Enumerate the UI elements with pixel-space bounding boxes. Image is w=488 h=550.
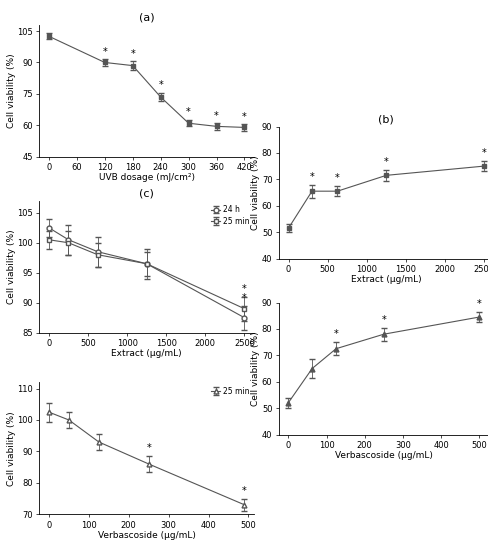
Title: (b): (b) [378,114,393,124]
Text: *: * [186,107,191,118]
Legend: 25 min: 25 min [210,386,250,397]
X-axis label: UVB dosage (mJ/cm²): UVB dosage (mJ/cm²) [99,173,194,183]
Text: *: * [102,47,107,57]
Title: (a): (a) [139,13,154,23]
Text: *: * [309,172,314,182]
Text: *: * [333,329,338,339]
Y-axis label: Cell viability (%): Cell viability (%) [251,155,260,230]
Text: *: * [242,486,246,496]
Text: *: * [242,293,246,303]
Y-axis label: Cell viability (%): Cell viability (%) [7,229,16,304]
Text: *: * [214,111,219,120]
Text: *: * [476,299,481,309]
Text: *: * [334,173,339,183]
Text: *: * [481,148,486,158]
X-axis label: Extract (μg/mL): Extract (μg/mL) [111,349,182,359]
X-axis label: Extract (μg/mL): Extract (μg/mL) [350,275,421,284]
X-axis label: Verbascoside (μg/mL): Verbascoside (μg/mL) [334,451,432,460]
Text: *: * [383,157,388,167]
Text: *: * [242,284,246,294]
Text: *: * [242,112,246,122]
Text: *: * [381,315,386,325]
Title: (c): (c) [139,189,154,199]
Text: *: * [158,80,163,90]
Y-axis label: Cell viability (%): Cell viability (%) [251,331,260,406]
Text: *: * [146,443,151,453]
Y-axis label: Cell viability (%): Cell viability (%) [7,411,16,486]
X-axis label: Verbascoside (μg/mL): Verbascoside (μg/mL) [98,531,195,540]
Y-axis label: Cell viability (%): Cell viability (%) [7,53,16,128]
Legend: 24 h, 25 min: 24 h, 25 min [210,205,250,227]
Text: *: * [130,49,135,59]
